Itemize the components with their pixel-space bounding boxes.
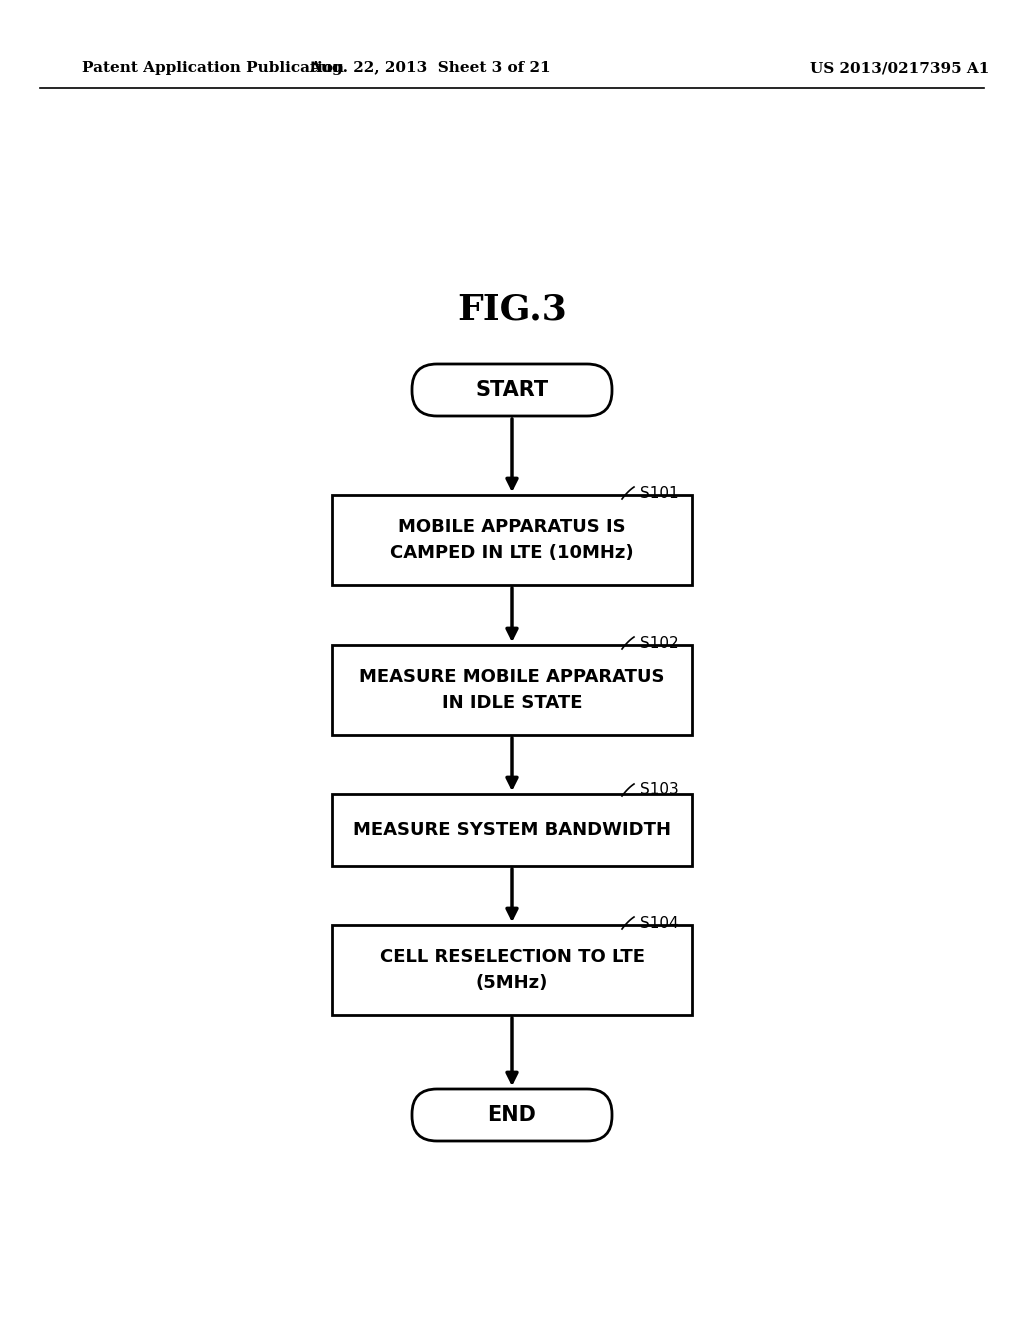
Bar [332,925,692,1015]
Text: S101: S101 [640,486,679,500]
Text: START: START [475,380,549,400]
FancyBboxPatch shape [412,1089,612,1140]
Text: Patent Application Publication: Patent Application Publication [82,61,344,75]
Bar [332,645,692,735]
Bar [332,495,692,585]
Text: MEASURE SYSTEM BANDWIDTH: MEASURE SYSTEM BANDWIDTH [353,821,671,840]
Text: CELL RESELECTION TO LTE
(5MHz): CELL RESELECTION TO LTE (5MHz) [380,949,644,991]
Text: S102: S102 [640,635,679,651]
Text: MOBILE APPARATUS IS
CAMPED IN LTE (10MHz): MOBILE APPARATUS IS CAMPED IN LTE (10MHz… [390,519,634,561]
Text: Aug. 22, 2013  Sheet 3 of 21: Aug. 22, 2013 Sheet 3 of 21 [309,61,551,75]
Text: S103: S103 [640,783,679,797]
FancyBboxPatch shape [412,364,612,416]
Text: US 2013/0217395 A1: US 2013/0217395 A1 [810,61,989,75]
Text: MEASURE MOBILE APPARATUS
IN IDLE STATE: MEASURE MOBILE APPARATUS IN IDLE STATE [359,668,665,711]
Text: FIG.3: FIG.3 [457,293,567,327]
Text: END: END [487,1105,537,1125]
Text: S104: S104 [640,916,679,931]
Bar [332,795,692,866]
